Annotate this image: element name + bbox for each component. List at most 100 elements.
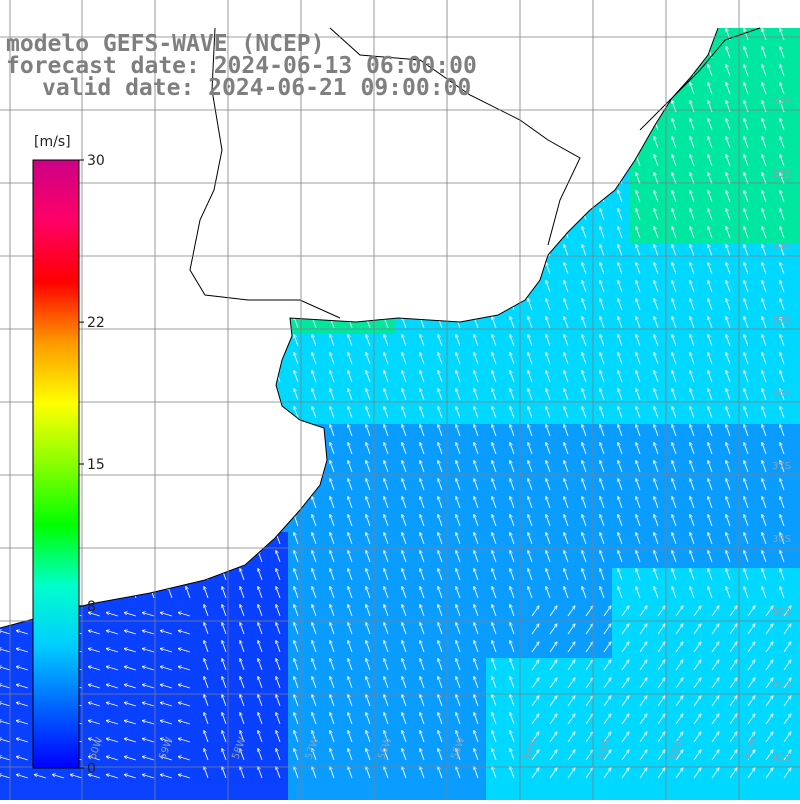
wave-cell <box>792 622 800 640</box>
wave-cell <box>792 352 800 370</box>
wave-cell <box>144 658 162 676</box>
wave-cell <box>666 604 684 622</box>
wave-cell <box>612 676 630 694</box>
wave-cell <box>540 784 558 800</box>
colorbar-tick-label: 30 <box>87 153 105 169</box>
wave-cell <box>738 622 756 640</box>
wave-cell <box>540 712 558 730</box>
wave-cell <box>162 784 180 800</box>
wave-cell <box>612 730 630 748</box>
wave-cell <box>630 694 648 712</box>
wave-cell <box>180 676 198 694</box>
wave-cell <box>702 748 720 766</box>
wave-cell <box>126 712 144 730</box>
wave-cell <box>792 640 800 658</box>
wave-cell <box>612 604 630 622</box>
latitude-label: 38S <box>772 534 791 545</box>
wave-cell <box>774 640 792 658</box>
wave-cell <box>702 730 720 748</box>
wave-cell <box>558 640 576 658</box>
wave-cell <box>108 730 126 748</box>
wave-cell <box>540 730 558 748</box>
wave-cell <box>162 658 180 676</box>
wave-cell <box>180 604 198 622</box>
wave-cell <box>126 694 144 712</box>
wave-cell <box>666 712 684 730</box>
wave-cell <box>558 604 576 622</box>
wave-cell <box>720 712 738 730</box>
wave-cell <box>288 784 306 800</box>
wave-cell <box>90 676 108 694</box>
wave-cell <box>540 694 558 712</box>
wave-cell <box>612 694 630 712</box>
wave-cell <box>630 676 648 694</box>
wave-cell <box>576 766 594 784</box>
wave-cell <box>756 784 774 800</box>
wave-cell <box>576 658 594 676</box>
wave-cell <box>594 622 612 640</box>
wave-cell <box>702 640 720 658</box>
wave-cell <box>180 730 198 748</box>
wave-cell <box>180 748 198 766</box>
wave-cell <box>792 748 800 766</box>
wave-cell <box>684 640 702 658</box>
wave-cell <box>504 784 522 800</box>
wave-cell <box>0 712 18 730</box>
wave-cell <box>234 784 252 800</box>
wave-cell <box>594 766 612 784</box>
wave-cell <box>558 712 576 730</box>
wave-cell <box>162 676 180 694</box>
wave-cell <box>684 766 702 784</box>
wave-cell <box>108 694 126 712</box>
wave-cell <box>144 622 162 640</box>
latitude-label: 41S <box>772 753 791 764</box>
wave-cell <box>630 658 648 676</box>
wave-cell <box>612 622 630 640</box>
wave-cell <box>126 658 144 676</box>
wave-cell <box>126 730 144 748</box>
wave-cell <box>522 676 540 694</box>
wave-cell <box>576 712 594 730</box>
wave-cell <box>144 694 162 712</box>
wave-cell <box>792 208 800 226</box>
wave-cell <box>702 622 720 640</box>
wave-cell <box>576 784 594 800</box>
wave-cell <box>540 748 558 766</box>
wave-cell <box>738 766 756 784</box>
wave-cell <box>756 622 774 640</box>
wave-cell <box>162 694 180 712</box>
wave-cell <box>774 622 792 640</box>
wave-cell <box>630 766 648 784</box>
wave-cell <box>558 694 576 712</box>
wave-cell <box>792 388 800 406</box>
wave-cell <box>738 784 756 800</box>
wave-cell <box>108 622 126 640</box>
wave-cell <box>540 622 558 640</box>
wave-cell <box>576 604 594 622</box>
wave-cell <box>738 676 756 694</box>
wave-cell <box>666 784 684 800</box>
wave-cell <box>738 640 756 658</box>
wave-cell <box>648 730 666 748</box>
wave-cell <box>630 640 648 658</box>
wave-cell <box>0 730 18 748</box>
wave-cell <box>558 766 576 784</box>
wave-cell <box>792 64 800 82</box>
wave-cell <box>0 784 18 800</box>
wave-cell <box>0 694 18 712</box>
wave-cell <box>792 460 800 478</box>
wave-cell <box>90 658 108 676</box>
wave-cell <box>90 640 108 658</box>
wave-cell <box>252 784 270 800</box>
wave-cell <box>648 748 666 766</box>
wave-cell <box>558 658 576 676</box>
wave-cell <box>180 694 198 712</box>
wave-cell <box>540 604 558 622</box>
wave-cell <box>594 658 612 676</box>
wave-cell <box>684 658 702 676</box>
wave-cell <box>792 262 800 280</box>
wave-cell <box>144 730 162 748</box>
wave-cell <box>684 622 702 640</box>
wave-cell <box>666 766 684 784</box>
